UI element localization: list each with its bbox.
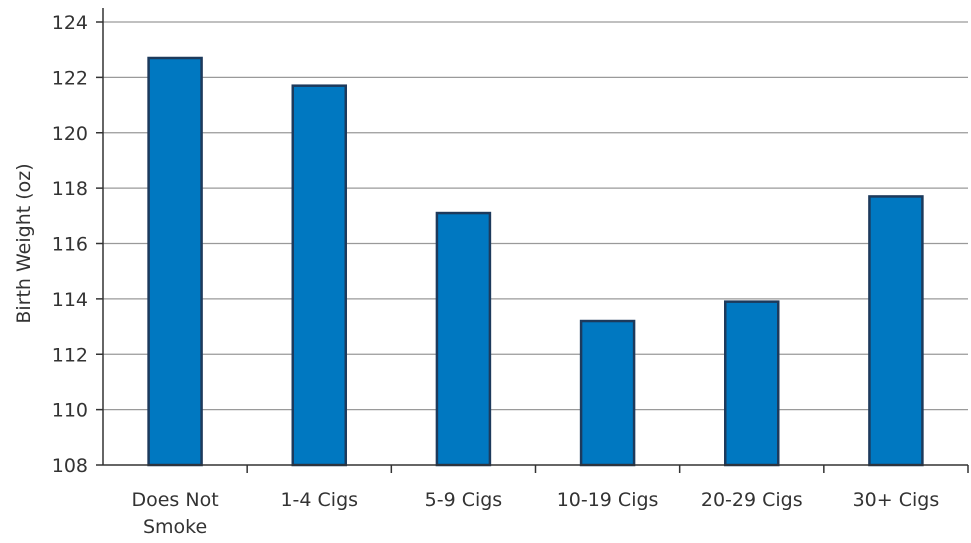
bar (435, 211, 492, 467)
bar (579, 319, 636, 467)
bar (291, 84, 347, 467)
x-tick-label: 10-19 Cigs (557, 489, 659, 511)
y-tick-label: 120 (52, 123, 88, 145)
y-tick-label: 116 (52, 234, 88, 256)
x-tick-label: 5-9 Cigs (425, 489, 503, 511)
x-tick-label: Does Not Smoke (131, 489, 218, 538)
bar (724, 300, 780, 467)
y-tick-label: 124 (52, 12, 88, 34)
x-tick-labels: Does Not Smoke 1-4 Cigs 5-9 Cigs 10-19 Cigs 2… (131, 465, 969, 538)
x-tick-label: 1-4 Cigs (280, 489, 358, 511)
y-tick-labels: 108 110 112 114 116 118 120 122 124 (52, 12, 103, 477)
y-axis-title: Birth Weight (oz) (13, 163, 35, 323)
axes (102, 8, 968, 466)
bars (147, 56, 924, 467)
y-tick-label: 114 (52, 289, 88, 311)
bar (868, 195, 924, 467)
y-tick-label: 110 (52, 400, 88, 422)
y-tick-label: 122 (52, 67, 88, 89)
bar (147, 56, 203, 467)
y-tick-label: 118 (52, 178, 88, 200)
y-tick-label: 112 (52, 344, 88, 366)
x-tick-label: 30+ Cigs (853, 489, 940, 511)
y-tick-label: 108 (52, 455, 88, 477)
x-tick-label: 20-29 Cigs (701, 489, 803, 511)
gridlines (103, 21, 968, 411)
